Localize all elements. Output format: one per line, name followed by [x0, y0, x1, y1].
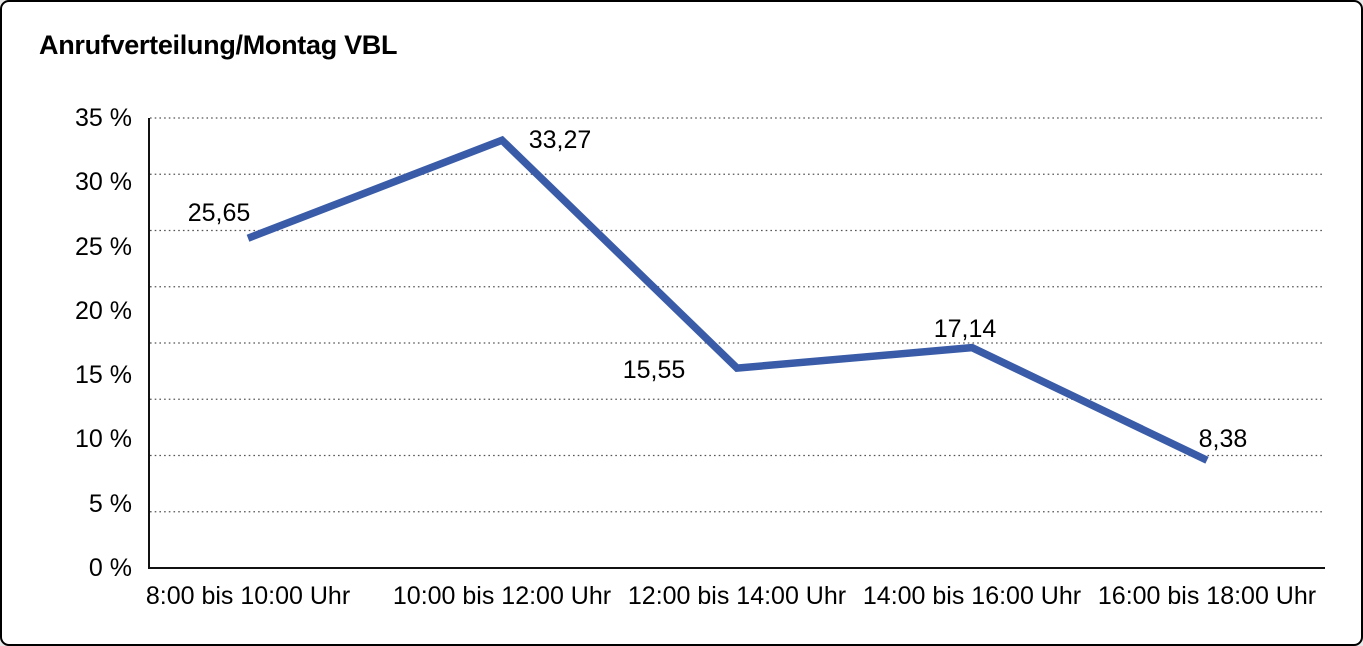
y-axis-tick-label: 20 % — [75, 296, 132, 325]
y-axis-tick-label: 35 % — [75, 104, 132, 132]
y-axis-tick-label: 10 % — [75, 425, 132, 454]
y-axis-tick-label: 0 % — [88, 554, 132, 582]
x-axis-category-label: 14:00 bis 16:00 Uhr — [862, 582, 1082, 610]
data-point-label: 17,14 — [933, 314, 997, 343]
y-axis-tick-label: 5 % — [88, 489, 132, 518]
y-axis-tick-label: 30 % — [75, 168, 132, 197]
data-point-label: 15,55 — [622, 356, 686, 385]
y-axis-tick-label: 15 % — [75, 361, 132, 390]
x-axis-category-label: 12:00 bis 14:00 Uhr — [627, 582, 847, 610]
data-series-line — [246, 135, 1209, 464]
data-point-label: 33,27 — [528, 126, 592, 155]
chart-title: Anrufverteilung/Montag VBL — [39, 30, 398, 60]
x-axis-category-label: 10:00 bis 12:00 Uhr — [392, 582, 612, 610]
x-axis-category-label: 16:00 bis 18:00 Uhr — [1097, 582, 1317, 610]
data-point-label: 25,65 — [187, 199, 251, 228]
x-axis-category-label: 8:00 bis 10:00 Uhr — [145, 582, 351, 610]
y-axis-tick-label: 25 % — [75, 232, 132, 261]
data-point-label: 8,38 — [1198, 425, 1248, 454]
